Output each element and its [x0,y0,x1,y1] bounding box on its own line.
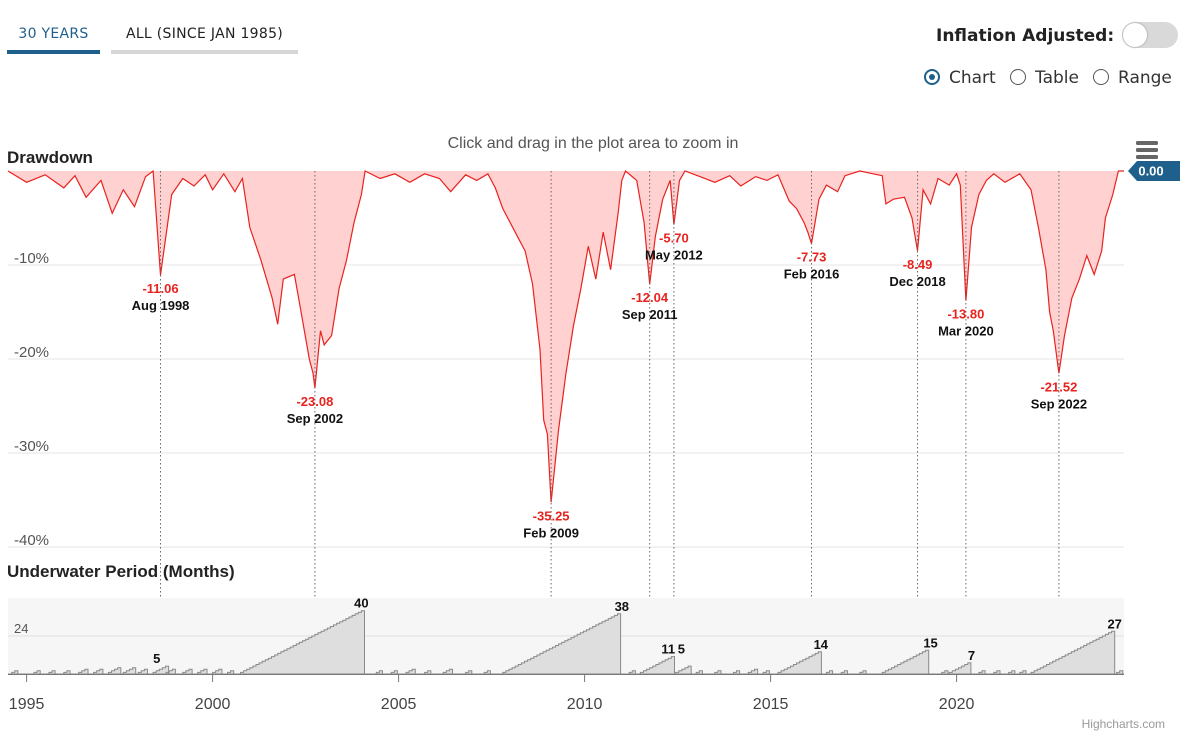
current-value-flag: 0.00 [1128,161,1180,181]
drawdown-value-label: -11.06 [142,281,178,296]
tab-all-since-1985[interactable]: ALL (SINCE JAN 1985) [111,22,298,54]
credits-link[interactable]: Highcharts.com [1082,717,1165,731]
drawdown-value-label: -23.08 [296,394,333,409]
radio-chart-circle [924,69,940,85]
x-axis-tick-label: 2000 [195,696,231,713]
drawdown-date-label: Aug 1998 [132,298,190,313]
underwater-title: Underwater Period (Months) [7,562,235,581]
underwater-value-label: 5 [153,651,160,666]
radio-table-circle [1010,69,1026,85]
drawdown-value-label: -35.25 [533,508,570,523]
x-axis-tick-label: 2020 [939,696,975,713]
drawdown-value-label: -5.70 [659,231,689,246]
drawdown-date-label: Feb 2009 [523,525,579,540]
drawdown-value-label: -13.80 [947,307,984,322]
toggle-knob [1123,23,1147,47]
drawdown-date-label: Dec 2018 [889,274,945,289]
x-axis-tick-label: 2015 [753,696,789,713]
drawdown-value-label: -21.52 [1040,379,1077,394]
tab-30-years[interactable]: 30 YEARS [7,22,100,54]
underwater-value-label: 7 [968,648,975,663]
underwater-value-label: 15 [923,635,937,650]
radio-range-circle [1093,69,1109,85]
underwater-value-label: 14 [814,637,829,652]
underwater-value-label: 11 [661,642,675,657]
current-value-label: 0.00 [1138,164,1163,179]
underwater-y-tick-label: 24 [14,621,28,636]
drawdown-y-tick-label: -10% [14,250,49,267]
underwater-value-label: 40 [354,596,368,611]
radio-table-label: Table [1035,68,1079,88]
underwater-area [8,610,1124,675]
menu-icon[interactable] [1136,141,1158,159]
drawdown-y-tick-label: -40% [14,532,49,549]
underwater-value-label: 27 [1107,616,1121,631]
x-axis-tick-label: 1995 [9,696,45,713]
drawdown-series-line [7,169,1124,503]
inflation-adjusted-label: Inflation Adjusted: [936,26,1115,46]
inflation-toggle-group: Inflation Adjusted: [936,22,1181,52]
drawdown-date-label: Feb 2016 [784,267,840,282]
radio-range-label: Range [1118,68,1172,88]
drawdown-date-label: Sep 2011 [622,307,678,322]
drawdown-date-label: Mar 2020 [938,324,994,339]
underwater-value-label: 5 [678,642,685,657]
drawdown-area [8,171,1124,503]
radio-chart-label: Chart [949,68,996,88]
inflation-adjusted-toggle[interactable] [1122,22,1178,48]
drawdown-date-label: May 2012 [645,248,703,263]
drawdown-y-tick-label: -30% [14,438,49,455]
drawdown-title: Drawdown [7,148,93,167]
x-axis-tick-label: 2005 [381,696,417,713]
zoom-hint: Click and drag in the plot area to zoom … [448,135,739,152]
drawdown-value-label: -8.49 [903,257,933,272]
x-axis-tick-label: 2010 [567,696,603,713]
underwater-value-label: 38 [615,599,629,614]
drawdown-value-label: -12.04 [631,290,669,305]
drawdown-y-tick-label: -20% [14,344,49,361]
drawdown-date-label: Sep 2022 [1031,396,1087,411]
drawdown-date-label: Sep 2002 [287,411,343,426]
drawdown-value-label: -7.73 [797,250,827,265]
